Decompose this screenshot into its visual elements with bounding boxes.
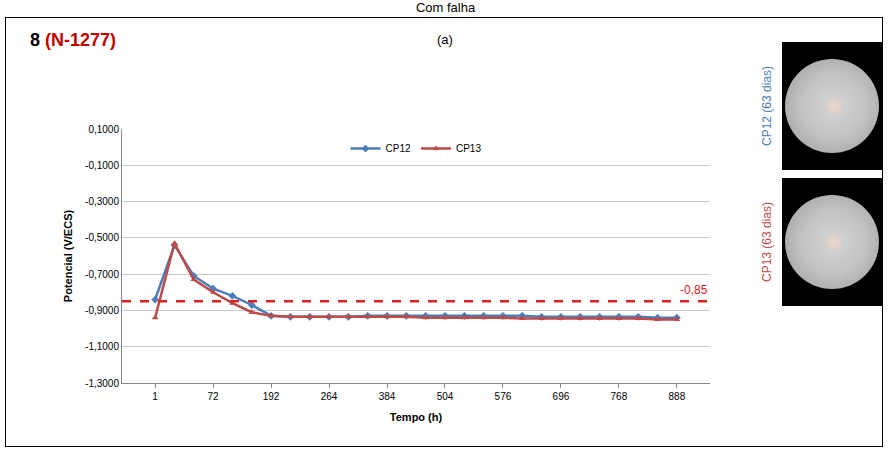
svg-text:-0,7000: -0,7000 — [85, 269, 119, 280]
svg-text:384: 384 — [379, 391, 396, 402]
svg-text:888: 888 — [669, 391, 686, 402]
svg-text:CP13: CP13 — [456, 143, 481, 154]
svg-text:264: 264 — [321, 391, 338, 402]
svg-text:696: 696 — [553, 391, 570, 402]
svg-text:-1,1000: -1,1000 — [85, 341, 119, 352]
svg-text:72: 72 — [208, 391, 220, 402]
svg-text:Tempo (h): Tempo (h) — [390, 411, 443, 423]
svg-text:-0,9000: -0,9000 — [85, 305, 119, 316]
svg-text:Potencial (V/ECS): Potencial (V/ECS) — [62, 210, 74, 303]
svg-text:768: 768 — [611, 391, 628, 402]
svg-text:CP12: CP12 — [386, 143, 411, 154]
html-text:CP13 (63 dias): CP13 (63 dias) — [760, 202, 774, 282]
svg-text:576: 576 — [495, 391, 512, 402]
svg-text:-0,85: -0,85 — [680, 283, 708, 297]
svg-text:-0,5000: -0,5000 — [85, 232, 119, 243]
svg-text:192: 192 — [263, 391, 280, 402]
svg-text:0,1000: 0,1000 — [88, 124, 119, 135]
svg-text:(a): (a) — [437, 32, 453, 47]
svg-text:8 (N-1277): 8 (N-1277) — [30, 30, 116, 50]
svg-text:-0,1000: -0,1000 — [85, 160, 119, 171]
svg-text:-0,3000: -0,3000 — [85, 196, 119, 207]
svg-text:-1,3000: -1,3000 — [85, 378, 119, 389]
svg-text:1: 1 — [152, 391, 158, 402]
svg-text:504: 504 — [437, 391, 454, 402]
html-text:Com falha: Com falha — [415, 0, 476, 15]
html-text:CP12 (63 dias): CP12 (63 dias) — [760, 66, 774, 146]
